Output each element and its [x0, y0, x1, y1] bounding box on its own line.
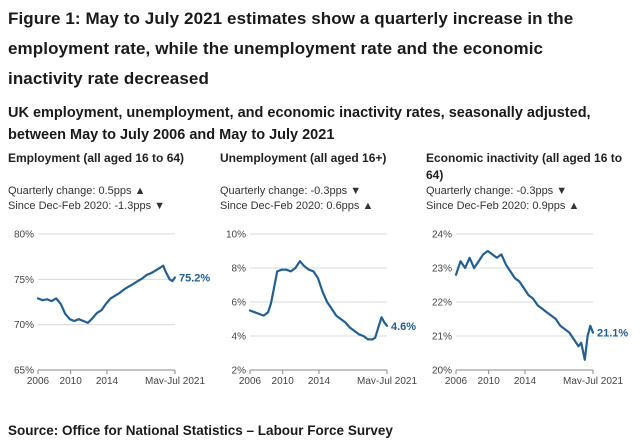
employment-y-tick-label: 70%: [14, 320, 34, 331]
employment-since-dec-feb: Since Dec-Feb 2020: -1.3pps ▼: [8, 200, 166, 212]
unemployment-since-dec-feb: Since Dec-Feb 2020: 0.6pps ▲: [220, 200, 374, 212]
unemployment-panel: Unemployment (all aged 16+) Quarterly ch…: [220, 150, 425, 390]
employment-x-tick-label: 2014: [96, 376, 119, 384]
unemployment-x-tick-label: May-Jul 2021: [357, 376, 417, 384]
unemployment-panel-title: Unemployment (all aged 16+): [220, 151, 387, 165]
inactivity-panel-title: Economic inactivity (all aged 16 to 64): [426, 151, 623, 182]
figure-title: Figure 1: May to July 2021 estimates sho…: [8, 9, 574, 88]
inactivity-since-dec-feb: Since Dec-Feb 2020: 0.9pps ▲: [426, 200, 580, 212]
unemployment-x-tick-label: 2010: [272, 376, 295, 384]
inactivity-chart: 20% 21% 22% 23% 24% 2006 2010 2014 May-Jul 2021 2…: [432, 230, 628, 385]
employment-series-line: [36, 264, 177, 325]
employment-y-tick-label: 65%: [14, 366, 34, 377]
inactivity-quarterly-change: Quarterly change: -0.3pps ▼: [426, 185, 568, 197]
employment-panel-title: Employment (all aged 16 to 64): [8, 151, 185, 165]
inactivity-series-line: [454, 249, 595, 361]
inactivity-y-tick-label: 24%: [432, 230, 452, 241]
inactivity-end-value-label: 21.1%: [597, 328, 628, 340]
unemployment-y-tick-label: 6%: [232, 298, 247, 309]
employment-x-tick-label: May-Jul 2021: [145, 376, 205, 384]
unemployment-y-tick-label: 10%: [226, 230, 246, 241]
employment-y-tick-label: 75%: [14, 275, 34, 286]
employment-quarterly-change: Quarterly change: 0.5pps ▲: [8, 185, 146, 197]
employment-panel: Employment (all aged 16 to 64) Quarterly…: [8, 150, 213, 390]
source-note: Source: Office for National Statistics –…: [8, 423, 393, 438]
unemployment-x-tick-label: 2014: [308, 376, 331, 384]
inactivity-x-tick-label: May-Jul 2021: [563, 376, 623, 384]
inactivity-x-tick-label: 2014: [514, 376, 537, 384]
unemployment-x-tick-label: 2006: [239, 376, 262, 384]
inactivity-x-tick-label: 2010: [478, 376, 501, 384]
unemployment-series-line: [248, 260, 389, 341]
inactivity-panel: Economic inactivity (all aged 16 to 64) …: [426, 150, 631, 390]
inactivity-y-tick-label: 21%: [432, 332, 452, 343]
employment-x-tick-label: 2010: [60, 376, 83, 384]
inactivity-y-tick-label: 20%: [432, 366, 452, 377]
inactivity-y-tick-label: 22%: [432, 298, 452, 309]
unemployment-y-tick-label: 2%: [232, 366, 247, 377]
figure-subtitle: UK employment, unemployment, and economi…: [8, 105, 591, 143]
unemployment-quarterly-change: Quarterly change: -0.3pps ▼: [220, 185, 362, 197]
employment-x-tick-label: 2006: [27, 376, 50, 384]
employment-end-value-label: 75.2%: [179, 273, 210, 285]
employment-y-tick-label: 80%: [14, 230, 34, 241]
unemployment-y-tick-label: 4%: [232, 332, 247, 343]
employment-chart: 65% 70% 75% 80% 2006 2010 2014 May-Jul 2021 75.2…: [14, 230, 210, 385]
inactivity-x-tick-label: 2006: [445, 376, 468, 384]
unemployment-end-value-label: 4.6%: [391, 321, 416, 333]
inactivity-y-tick-label: 23%: [432, 264, 452, 275]
unemployment-chart: 2% 4% 6% 8% 10% 2006 2010 2014 May-Jul 2021 4.6%: [226, 230, 417, 385]
unemployment-y-tick-label: 8%: [232, 264, 247, 275]
